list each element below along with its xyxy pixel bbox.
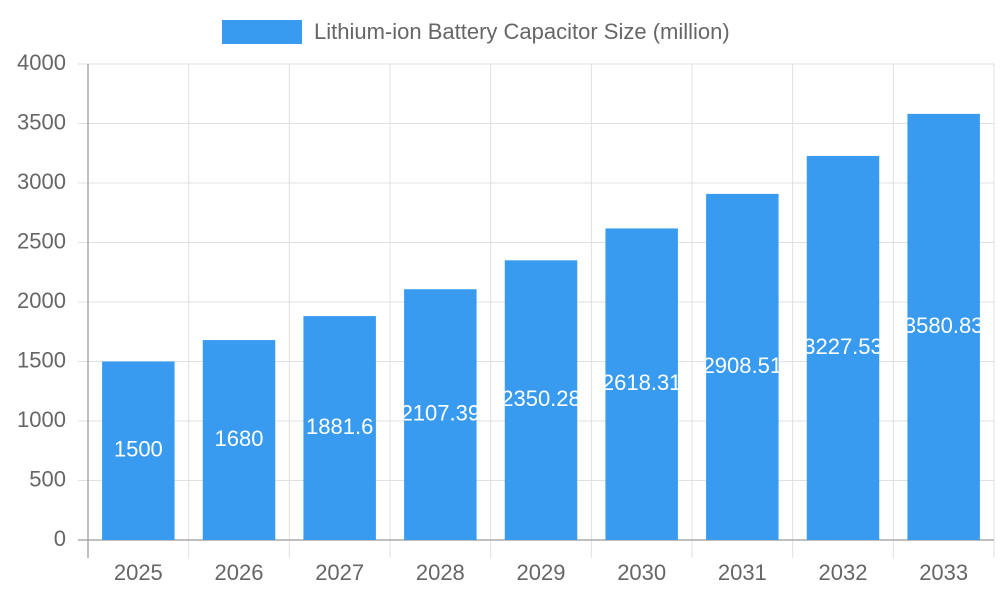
value-label: 2107.39 — [401, 400, 481, 425]
bar — [102, 361, 175, 540]
bar — [706, 193, 779, 540]
y-tick-label: 2000 — [17, 288, 66, 313]
value-label: 1500 — [114, 437, 163, 462]
value-label: 3227.53 — [803, 334, 883, 359]
x-tick-label: 2027 — [315, 560, 364, 585]
bar — [504, 260, 578, 540]
value-label: 2350.28 — [501, 386, 581, 411]
y-tick-label: 0 — [54, 526, 66, 551]
legend-swatch — [222, 20, 302, 44]
bar — [202, 340, 276, 540]
value-label: 2908.51 — [703, 353, 783, 378]
x-tick-label: 2025 — [114, 560, 163, 585]
y-tick-label: 3500 — [17, 109, 66, 134]
bar — [605, 228, 678, 540]
bar — [404, 289, 477, 540]
value-label: 1881.6 — [306, 414, 373, 439]
x-tick-label: 2026 — [215, 560, 264, 585]
x-tick-label: 2029 — [517, 560, 566, 585]
y-tick-label: 3000 — [17, 169, 66, 194]
value-label: 1680 — [215, 426, 264, 451]
value-label: 2618.31 — [602, 370, 682, 395]
y-tick-label: 1500 — [17, 347, 66, 372]
x-tick-label: 2030 — [617, 560, 666, 585]
x-tick-label: 2033 — [919, 560, 968, 585]
legend-label: Lithium-ion Battery Capacitor Size (mill… — [314, 19, 730, 44]
bar — [806, 155, 880, 540]
x-tick-label: 2031 — [718, 560, 767, 585]
y-tick-label: 1000 — [17, 407, 66, 432]
bar — [303, 316, 376, 540]
bar — [907, 113, 980, 541]
y-tick-label: 4000 — [17, 50, 66, 75]
value-label: 3580.83 — [904, 313, 984, 338]
y-tick-label: 2500 — [17, 228, 66, 253]
x-tick-label: 2028 — [416, 560, 465, 585]
y-tick-label: 500 — [29, 466, 66, 491]
x-tick-label: 2032 — [819, 560, 868, 585]
